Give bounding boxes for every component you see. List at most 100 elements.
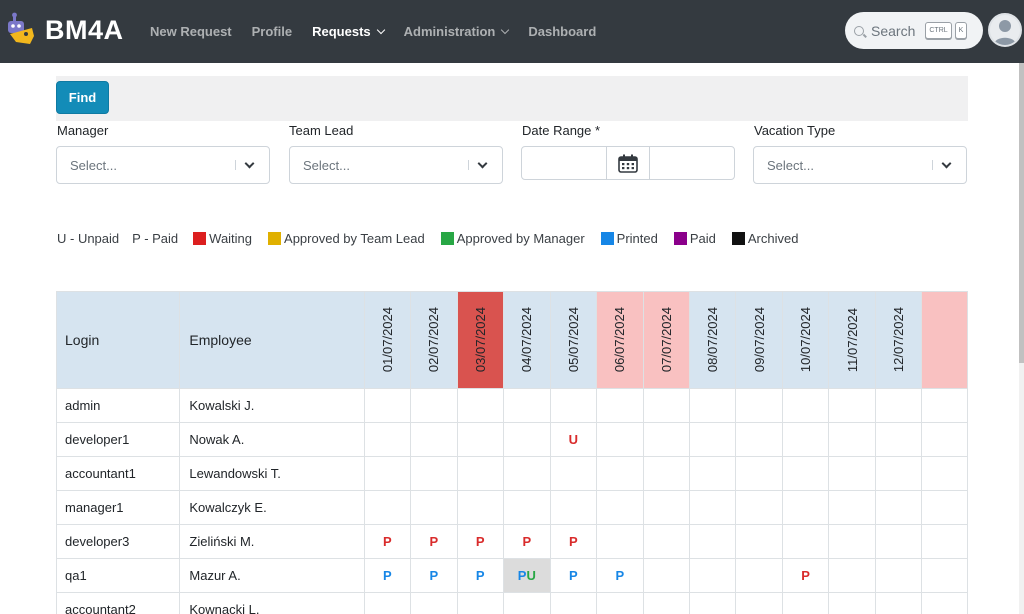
day-cell[interactable]	[363, 592, 412, 614]
day-cell[interactable]: P	[410, 524, 458, 559]
day-cell[interactable]	[921, 422, 968, 457]
day-cell[interactable]	[735, 524, 783, 559]
day-cell[interactable]	[549, 388, 598, 423]
day-cell[interactable]	[363, 490, 412, 525]
day-cell[interactable]: PU	[502, 558, 551, 593]
date-range-start-input[interactable]	[522, 147, 606, 179]
day-cell[interactable]	[596, 524, 644, 559]
date-range-end-input[interactable]	[650, 147, 734, 179]
day-cell[interactable]	[363, 422, 412, 457]
day-cell[interactable]	[502, 490, 551, 525]
nav-new-request[interactable]: New Request	[150, 24, 232, 39]
day-cell[interactable]	[596, 388, 644, 423]
day-cell[interactable]	[642, 388, 690, 423]
day-cell[interactable]	[828, 388, 876, 423]
day-cell[interactable]	[828, 456, 876, 491]
day-cell[interactable]	[874, 422, 923, 457]
day-cell[interactable]	[828, 490, 876, 525]
day-cell[interactable]	[688, 558, 737, 593]
day-cell[interactable]: P	[410, 558, 458, 593]
day-cell[interactable]	[456, 422, 504, 457]
day-cell[interactable]	[921, 592, 968, 614]
day-cell[interactable]	[828, 558, 876, 593]
day-cell[interactable]	[874, 456, 923, 491]
find-button[interactable]: Find	[56, 81, 109, 114]
day-cell[interactable]	[735, 490, 783, 525]
day-cell[interactable]	[410, 422, 458, 457]
day-cell[interactable]	[688, 490, 737, 525]
manager-select[interactable]: Select...	[56, 146, 270, 184]
day-cell[interactable]	[549, 456, 598, 491]
day-cell[interactable]	[688, 422, 737, 457]
day-cell[interactable]	[549, 592, 598, 614]
day-cell[interactable]: P	[596, 558, 644, 593]
day-cell[interactable]	[456, 592, 504, 614]
day-cell[interactable]	[502, 592, 551, 614]
day-cell[interactable]	[410, 592, 458, 614]
login-link[interactable]: developer1	[56, 422, 181, 457]
day-cell[interactable]: P	[363, 524, 412, 559]
day-cell[interactable]	[642, 592, 690, 614]
page-scrollbar[interactable]	[1019, 63, 1024, 614]
nav-administration[interactable]: Administration	[394, 24, 519, 39]
day-cell[interactable]	[874, 524, 923, 559]
day-cell[interactable]	[874, 490, 923, 525]
column-header-login[interactable]: Login	[56, 291, 181, 389]
day-cell[interactable]: P	[456, 558, 504, 593]
login-link[interactable]: developer3	[56, 524, 181, 559]
day-cell[interactable]	[921, 388, 968, 423]
day-cell[interactable]	[502, 388, 551, 423]
day-cell[interactable]	[921, 558, 968, 593]
day-cell[interactable]: P	[549, 558, 598, 593]
day-cell[interactable]	[735, 388, 783, 423]
login-link[interactable]: accountant2	[56, 592, 181, 614]
day-cell[interactable]	[688, 456, 737, 491]
day-cell[interactable]	[410, 456, 458, 491]
day-cell[interactable]	[828, 592, 876, 614]
day-cell[interactable]	[874, 558, 923, 593]
login-link[interactable]: manager1	[56, 490, 181, 525]
day-cell[interactable]	[735, 558, 783, 593]
brand[interactable]: BM4A	[4, 10, 124, 50]
day-cell[interactable]	[596, 422, 644, 457]
day-cell[interactable]	[874, 592, 923, 614]
day-cell[interactable]	[781, 456, 830, 491]
day-cell[interactable]	[456, 388, 504, 423]
day-cell[interactable]	[410, 490, 458, 525]
login-link[interactable]: admin	[56, 388, 181, 423]
day-cell[interactable]	[781, 422, 830, 457]
day-cell[interactable]	[781, 524, 830, 559]
day-cell[interactable]	[688, 592, 737, 614]
day-cell[interactable]	[735, 592, 783, 614]
day-cell[interactable]	[642, 558, 690, 593]
nav-profile[interactable]: Profile	[251, 24, 293, 39]
day-cell[interactable]	[456, 456, 504, 491]
day-cell[interactable]	[363, 388, 412, 423]
day-cell[interactable]	[874, 388, 923, 423]
day-cell[interactable]	[781, 592, 830, 614]
day-cell[interactable]	[781, 388, 830, 423]
day-cell[interactable]	[688, 388, 737, 423]
day-cell[interactable]	[502, 422, 551, 457]
day-cell[interactable]	[688, 524, 737, 559]
scrollbar-thumb[interactable]	[1019, 63, 1024, 363]
day-cell[interactable]	[549, 490, 598, 525]
column-header-employee[interactable]: Employee	[179, 291, 365, 389]
day-cell[interactable]	[596, 592, 644, 614]
login-link[interactable]: qa1	[56, 558, 181, 593]
day-cell[interactable]	[828, 422, 876, 457]
nav-dashboard[interactable]: Dashboard	[528, 24, 597, 39]
day-cell[interactable]	[596, 490, 644, 525]
day-cell[interactable]	[410, 388, 458, 423]
vacation-type-select[interactable]: Select...	[753, 146, 967, 184]
day-cell[interactable]: U	[549, 422, 598, 457]
calendar-button[interactable]	[606, 147, 650, 179]
day-cell[interactable]	[456, 490, 504, 525]
day-cell[interactable]	[735, 456, 783, 491]
day-cell[interactable]	[642, 524, 690, 559]
day-cell[interactable]	[921, 490, 968, 525]
day-cell[interactable]	[828, 524, 876, 559]
day-cell[interactable]	[596, 456, 644, 491]
nav-requests[interactable]: Requests	[302, 24, 394, 39]
day-cell[interactable]: P	[456, 524, 504, 559]
